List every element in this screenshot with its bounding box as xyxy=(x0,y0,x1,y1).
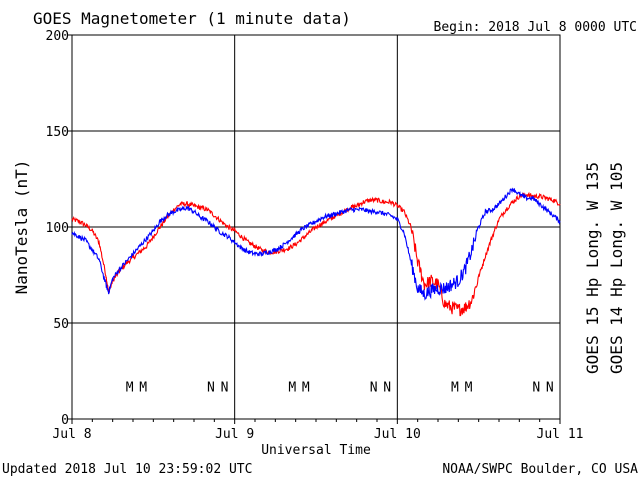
x-axis-ticks: Jul 8 Jul 9 Jul 10 Jul 11 xyxy=(52,419,583,442)
mn-marker: M xyxy=(126,380,134,395)
y-tick-label: 200 xyxy=(46,29,69,44)
x-axis-label: Universal Time xyxy=(261,443,371,458)
y-tick-label: 100 xyxy=(46,221,69,236)
mn-marker: M xyxy=(465,380,473,395)
legend-goes15: GOES 15 Hp Long. W 135 xyxy=(583,162,602,374)
mn-marker: M xyxy=(288,380,296,395)
x-tick-label: Jul 9 xyxy=(215,427,254,442)
mn-marker: N xyxy=(207,380,215,395)
y-axis-ticks: 0 50 100 150 200 xyxy=(46,29,72,428)
chart-title: GOES Magnetometer (1 minute data) xyxy=(33,9,351,28)
y-tick-label: 50 xyxy=(53,317,69,332)
mn-marker: M xyxy=(302,380,310,395)
mn-marker: N xyxy=(221,380,229,395)
mn-marker: N xyxy=(383,380,391,395)
legend: GOES 15 Hp Long. W 135 GOES 14 Hp Long. … xyxy=(583,162,626,374)
mn-marker: N xyxy=(546,380,554,395)
series-line-1 xyxy=(71,187,561,301)
mn-marker: N xyxy=(532,380,540,395)
x-tick-label: Jul 11 xyxy=(537,427,584,442)
x-tick-label: Jul 8 xyxy=(52,427,91,442)
y-axis-label: NanoTesla (nT) xyxy=(12,160,31,295)
updated-timestamp: Updated 2018 Jul 10 23:59:02 UTC xyxy=(2,462,252,477)
mn-marker: M xyxy=(139,380,147,395)
mn-marker: M xyxy=(451,380,459,395)
legend-goes14: GOES 14 Hp Long. W 105 xyxy=(607,162,626,374)
mn-marker: N xyxy=(370,380,378,395)
y-tick-label: 150 xyxy=(46,125,69,140)
credit-text: NOAA/SWPC Boulder, CO USA xyxy=(442,462,638,477)
begin-time: Begin: 2018 Jul 8 0000 UTC xyxy=(434,20,638,35)
series-lines xyxy=(71,187,561,317)
series-line-0 xyxy=(71,191,561,317)
x-tick-label: Jul 10 xyxy=(374,427,421,442)
y-tick-label: 0 xyxy=(61,413,69,428)
